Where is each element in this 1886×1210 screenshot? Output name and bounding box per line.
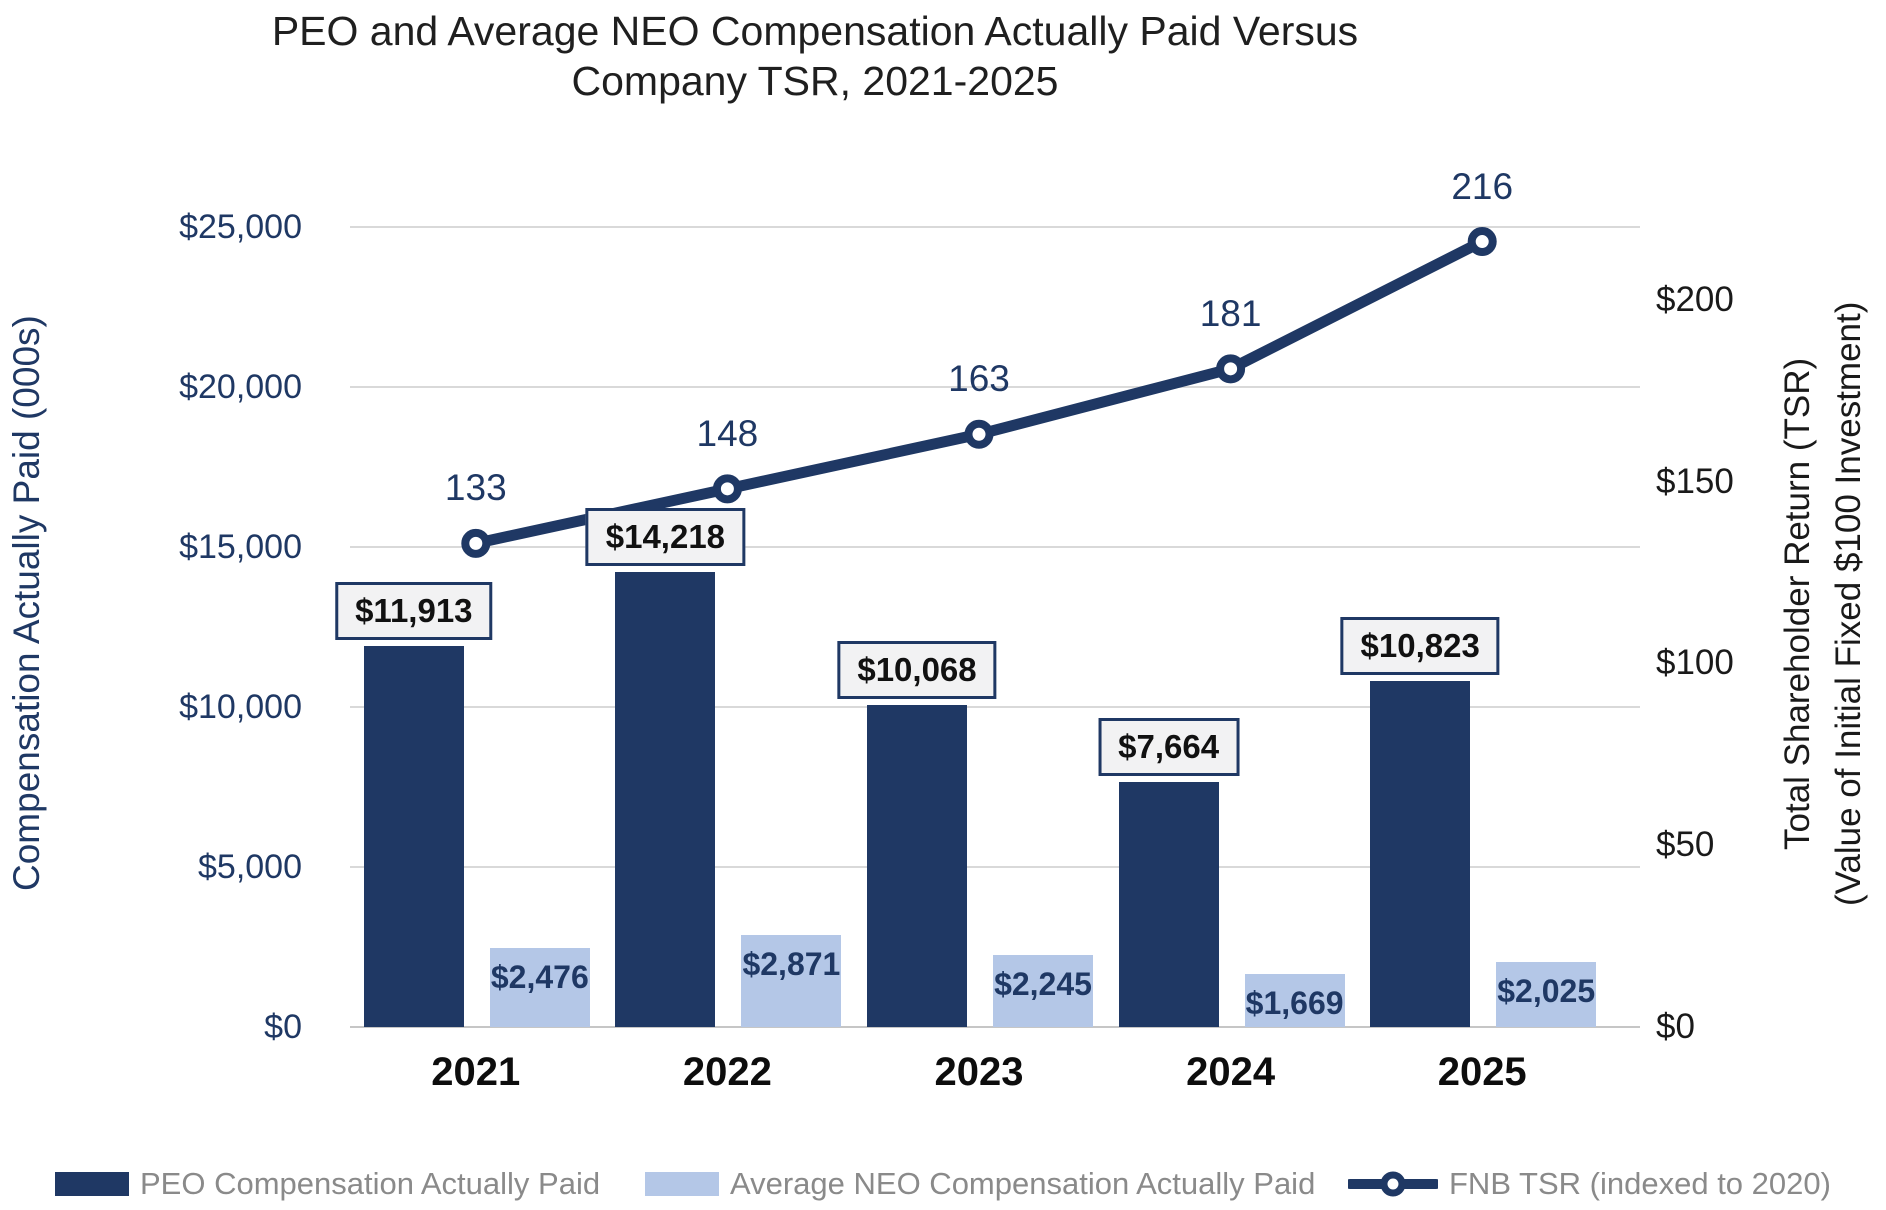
chart-title: PEO and Average NEO Compensation Actuall… [0,6,1630,106]
legend-item-1: PEO Compensation Actually Paid [55,1158,600,1210]
tsr-point-label: 163 [948,358,1010,400]
tsr-marker [964,419,994,449]
tsr-line-chart [461,227,1497,558]
right-axis-tick-label: $200 [1656,279,1734,319]
legend-item-3: FNB TSR (indexed to 2020) [1348,1158,1831,1210]
legend-marker [1380,1171,1406,1197]
legend-line-swatch [1348,1171,1438,1197]
peo-bar-label: $10,823 [1340,617,1500,675]
tsr-marker [1216,354,1246,384]
left-axis-tick-label: $5,000 [198,848,302,886]
gridline [350,386,1640,388]
neo-bar-2024 [1244,974,1345,1027]
peo-bar-2023 [867,705,967,1027]
tsr-point-label: 133 [444,467,507,509]
neo-bar-label: $2,245 [994,966,1092,1002]
gridline [350,866,1640,868]
chart-title-line2: Company TSR, 2021-2025 [571,58,1059,104]
legend-bar-swatch [55,1172,129,1196]
tsr-point-label: 216 [1451,165,1514,207]
peo-bar-2021 [363,646,464,1027]
gridline [350,706,1640,708]
peo-bar-2025 [1370,681,1471,1027]
peo-bar-2024 [1118,782,1219,1027]
peo-bar-2022 [615,572,716,1027]
x-axis-label-2021: 2021 [431,1050,521,1094]
legend-label: FNB TSR (indexed to 2020) [1449,1166,1831,1201]
gridline [350,546,1640,548]
neo-bar-label: $2,871 [742,946,841,982]
neo-bar-label: $2,476 [490,959,589,995]
neo-bar-label: $1,669 [1245,985,1344,1021]
tsr-marker [461,528,491,558]
plot-area: $11,913 $14,218 $10,068 $7,664 $10,823 $2,476… [335,166,1640,1028]
left-axis-tick-label: $25,000 [179,208,302,246]
tsr-point-label: 148 [696,412,759,454]
gridline [350,226,1640,228]
legend-label: Average NEO Compensation Actually Paid [730,1166,1316,1201]
x-axis-label-2025: 2025 [1437,1050,1527,1094]
neo-bar-2023 [993,955,1093,1027]
x-axis-label-2022: 2022 [682,1050,772,1094]
peo-bar-label: $14,218 [585,508,746,566]
axis-baseline [350,1026,1640,1028]
legend-label: PEO Compensation Actually Paid [140,1166,601,1201]
right-axis-tick-label: $50 [1656,825,1715,865]
left-axis-tick-label: $15,000 [179,528,302,566]
right-axis-tick-label: $100 [1656,643,1734,683]
neo-bar-2025 [1496,962,1597,1027]
tsr-point-label: 181 [1199,292,1262,334]
right-axis-tick-label: $150 [1656,461,1734,501]
peo-bar-label: $7,664 [1098,718,1240,776]
chart-title-line1: PEO and Average NEO Compensation Actuall… [271,8,1359,54]
neo-bar-2022 [741,935,842,1027]
tsr-marker [1467,227,1497,257]
x-axis-label-2023: 2023 [934,1050,1024,1094]
legend-item-2: Average NEO Compensation Actually Paid [645,1158,1315,1210]
left-axis-title: Compensation Actually Paid (000s) [6,315,47,892]
peo-bar-label: $10,068 [837,641,997,699]
left-axis-tick-label: $10,000 [179,688,302,726]
left-axis-tick-label: $20,000 [179,368,302,406]
neo-bar-2021 [489,948,590,1027]
neo-bar-label: $2,025 [1497,973,1596,1009]
x-axis-label-2024: 2024 [1186,1050,1276,1094]
legend-bar-swatch [645,1172,719,1196]
tsr-marker [712,474,742,504]
peo-bar-label: $11,913 [335,582,493,640]
right-axis-tick-label: $0 [1656,1007,1695,1046]
left-axis-tick-label: $0 [264,1008,302,1046]
